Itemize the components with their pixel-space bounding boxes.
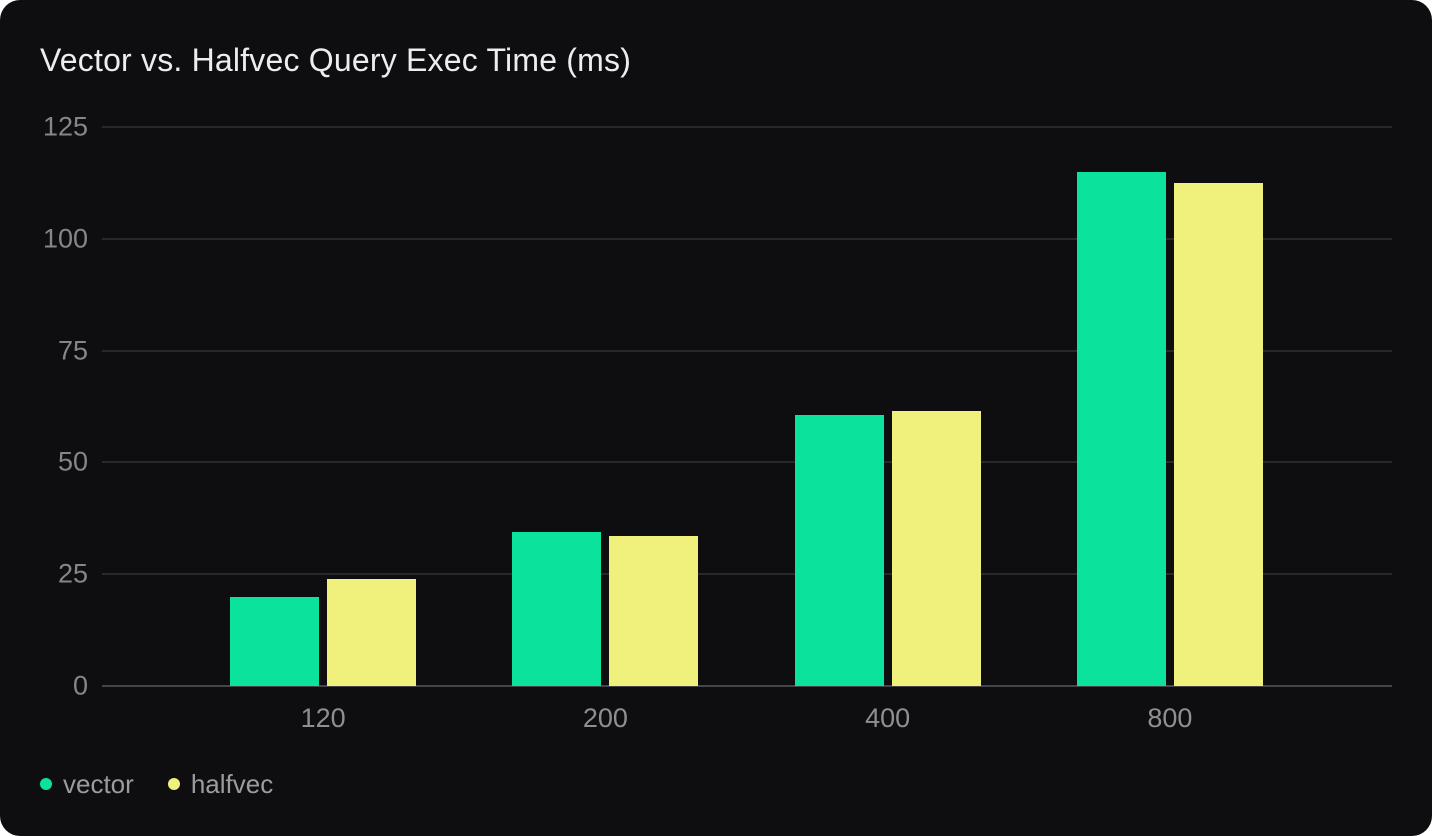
legend-dot-halfvec bbox=[167, 778, 180, 791]
y-tick-label-50: 50 bbox=[57, 446, 88, 477]
legend-label-halfvec: halfvec bbox=[190, 768, 274, 799]
x-tick-label-800: 800 bbox=[1147, 703, 1193, 733]
gridline-25: 25 bbox=[58, 560, 1392, 587]
bar-halfvec-120[interactable] bbox=[327, 578, 417, 686]
bar-group-120 bbox=[182, 127, 464, 686]
x-tick-label-200: 200 bbox=[582, 703, 628, 733]
x-tick-label-400: 400 bbox=[865, 703, 911, 733]
legend-item-halfvec[interactable]: halfvec bbox=[167, 768, 274, 800]
gridline-125: 125 bbox=[43, 113, 1392, 140]
y-tick-label-75: 75 bbox=[57, 335, 88, 366]
legend-dot-vector bbox=[40, 778, 52, 791]
gridline-75: 75 bbox=[58, 337, 1392, 364]
bar-halfvec-800[interactable] bbox=[1173, 182, 1263, 686]
bars-row bbox=[182, 127, 1311, 686]
chart-title: Vector vs. Halfvec Query Exec Time (ms) bbox=[40, 42, 632, 78]
bar-vector-120[interactable] bbox=[230, 596, 320, 686]
legend-label-vector: vector bbox=[63, 768, 134, 799]
y-tick-label-100: 100 bbox=[42, 223, 88, 254]
gridline-50: 50 bbox=[58, 448, 1392, 475]
bar-group-800 bbox=[1029, 127, 1311, 686]
y-tick-label-125: 125 bbox=[42, 111, 88, 142]
bar-halfvec-400[interactable] bbox=[891, 410, 981, 686]
x-tick-label-120: 120 bbox=[300, 703, 346, 733]
plot-area: 0 25 50 75 100 125 120 200 400 800 bbox=[43, 113, 1392, 733]
bar-halfvec-200[interactable] bbox=[609, 536, 699, 686]
y-tick-label-0: 0 bbox=[72, 670, 88, 701]
bar-vector-800[interactable] bbox=[1076, 171, 1166, 686]
legend: vector halfvec bbox=[40, 769, 273, 800]
y-tick-label-25: 25 bbox=[57, 558, 88, 589]
gridline-100: 100 bbox=[43, 225, 1392, 252]
bar-group-400 bbox=[747, 127, 1029, 686]
legend-item-vector[interactable]: vector bbox=[40, 769, 134, 800]
x-axis-labels: 120 200 400 800 bbox=[182, 702, 1311, 734]
x-axis-baseline: 0 bbox=[73, 672, 1392, 699]
bar-vector-400[interactable] bbox=[794, 415, 884, 686]
bar-group-200 bbox=[464, 127, 746, 686]
bar-vector-200[interactable] bbox=[512, 531, 602, 686]
